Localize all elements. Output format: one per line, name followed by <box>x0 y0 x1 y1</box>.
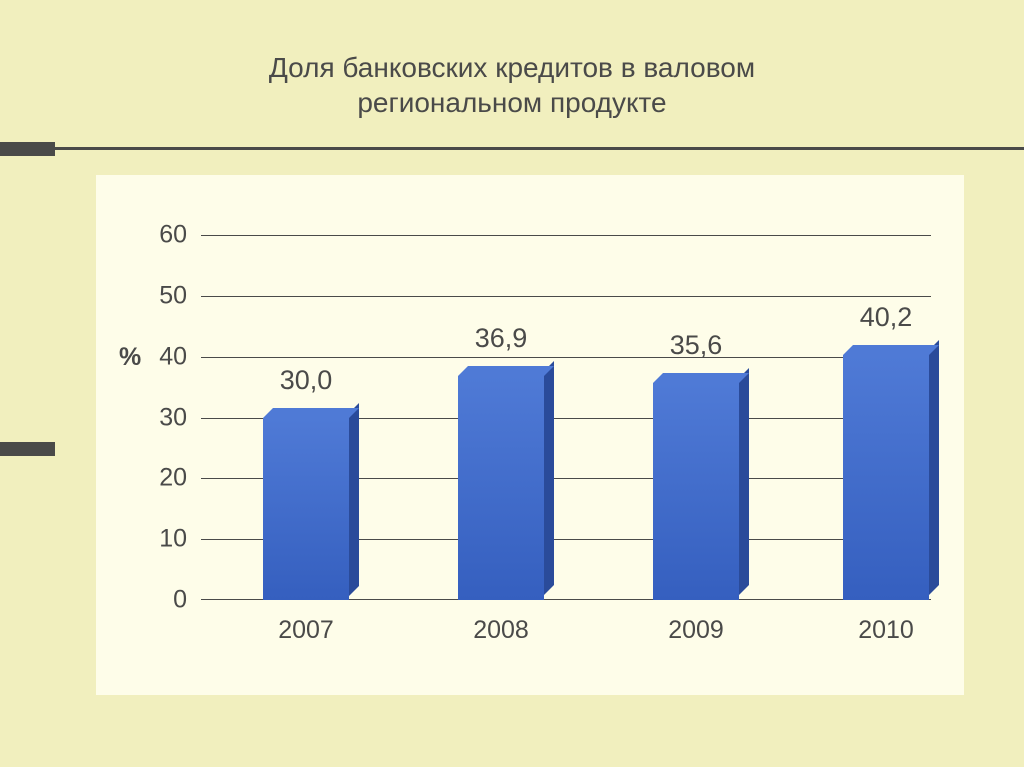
y-tick-label: 0 <box>173 586 187 615</box>
bar-value-label: 36,9 <box>475 323 528 354</box>
chart-card: 0 10 20 30 40 50 60 30,0 2007 36,9 2008 35,6 2009 40,… <box>96 175 964 695</box>
x-tick-label: 2009 <box>668 616 724 645</box>
title-line1: Доля банковских кредитов в валовом <box>269 52 755 83</box>
bar-side <box>929 340 939 595</box>
y-tick-label: 60 <box>159 221 187 250</box>
x-tick-label: 2008 <box>473 616 529 645</box>
y-tick-label: 20 <box>159 464 187 493</box>
y-tick-label: 50 <box>159 281 187 310</box>
bar-front <box>653 383 739 600</box>
bar-top <box>263 408 359 418</box>
bar-value-label: 40,2 <box>860 302 913 333</box>
bar-front <box>843 355 929 600</box>
divider-line <box>55 147 1024 150</box>
gridline <box>201 296 931 297</box>
bar-side <box>739 368 749 595</box>
bar: 36,9 <box>458 376 544 600</box>
page-title: Доля банковских кредитов в валовом регио… <box>0 50 1024 120</box>
bar-side <box>544 361 554 595</box>
y-tick-label: 40 <box>159 342 187 371</box>
bar-top <box>653 373 749 383</box>
divider-accent-secondary <box>0 442 55 456</box>
bar-front <box>458 376 544 600</box>
bar: 35,6 <box>653 383 739 600</box>
bar-side <box>349 403 359 596</box>
y-tick-label: 10 <box>159 525 187 554</box>
bar: 40,2 <box>843 355 929 600</box>
y-axis-title: % <box>119 343 141 372</box>
gridline <box>201 357 931 358</box>
bar: 30,0 <box>263 418 349 601</box>
bar-value-label: 35,6 <box>670 330 723 361</box>
chart-plot-area: 010203040506030,0200736,9200835,6200940,… <box>201 235 931 600</box>
x-tick-label: 2007 <box>278 616 334 645</box>
gridline <box>201 235 931 236</box>
title-line2: региональном продукте <box>357 87 666 118</box>
y-tick-label: 30 <box>159 403 187 432</box>
bar-top <box>458 366 554 376</box>
x-tick-label: 2010 <box>858 616 914 645</box>
divider-accent <box>0 142 55 156</box>
bar-value-label: 30,0 <box>280 365 333 396</box>
bar-front <box>263 418 349 601</box>
bar-top <box>843 345 939 355</box>
